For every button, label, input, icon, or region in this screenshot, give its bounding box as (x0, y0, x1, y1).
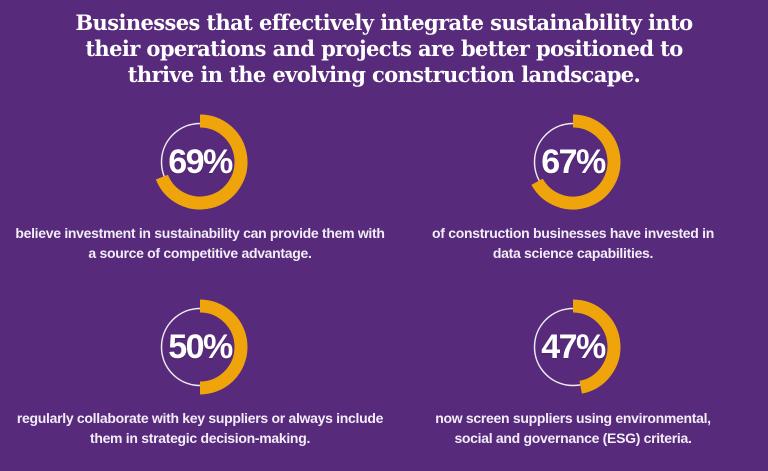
infographic-title: Businesses that effectively integrate su… (0, 10, 768, 88)
donut-gauge: 47% (523, 297, 623, 397)
caption-line: of construction businesses have invested… (432, 225, 714, 241)
stat-cell-supplier-collaboration: 50% regularly collaborate with key suppl… (8, 297, 392, 448)
caption-line: now screen suppliers using environmental… (435, 410, 711, 426)
gauge-percent-label: 69% (168, 142, 233, 181)
gauge-percent-label: 47% (541, 327, 606, 366)
stat-cell-esg-screening: 47% now screen suppliers using environme… (381, 297, 765, 448)
stat-caption: believe investment in sustainability can… (8, 223, 392, 263)
gauge-percent-label: 67% (541, 142, 606, 181)
gauge-percent-label: 50% (168, 327, 233, 366)
donut-gauge: 67% (523, 112, 623, 212)
stat-caption: of construction businesses have invested… (381, 223, 765, 263)
title-line: Businesses that effectively integrate su… (75, 10, 693, 35)
title-line: their operations and projects are better… (85, 36, 683, 61)
caption-line: believe investment in sustainability can… (15, 225, 385, 241)
donut-gauge-chart (533, 299, 621, 394)
donut-gauge: 50% (150, 297, 250, 397)
stat-caption: now screen suppliers using environmental… (381, 408, 765, 448)
donut-gauge-chart (160, 299, 248, 395)
caption-line: social and governance (ESG) criteria. (454, 430, 692, 446)
stat-cell-data-science: 67% of construction businesses have inve… (381, 112, 765, 263)
donut-gauge-chart (531, 114, 621, 210)
stat-cell-sustainability-investment: 69% believe investment in sustainability… (8, 112, 392, 263)
caption-line: them in strategic decision-making. (89, 430, 311, 446)
donut-gauge: 69% (150, 112, 250, 212)
caption-line: regularly collaborate with key suppliers… (16, 410, 384, 426)
caption-line: a source of competitive advantage. (88, 245, 312, 261)
stat-caption: regularly collaborate with key suppliers… (8, 408, 392, 448)
caption-line: data science capabilities. (492, 245, 654, 261)
donut-gauge-chart (155, 114, 248, 210)
title-line: thrive in the evolving construction land… (127, 62, 641, 87)
